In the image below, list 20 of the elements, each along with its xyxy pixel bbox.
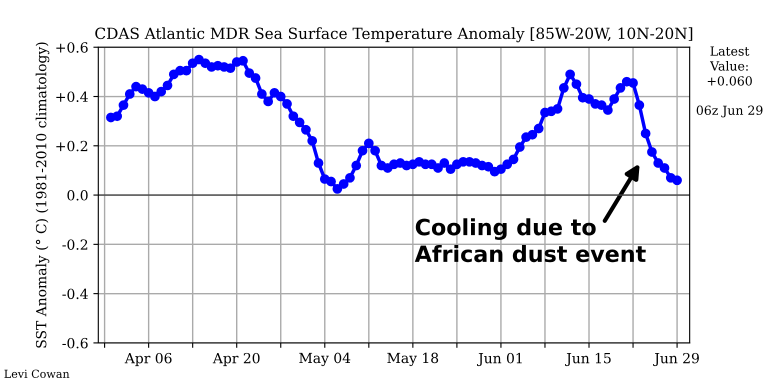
text: 06z Jun 29 (696, 106, 762, 118)
y-tick-label: +0.2 (56, 140, 88, 152)
x-tick-label: Jun 29 (653, 352, 699, 366)
y-tick-label: 0.0 (67, 190, 88, 201)
text: Latest Value: +0.060 (708, 46, 752, 86)
x-tick-label: Apr 06 (124, 352, 172, 366)
chart-title: CDAS Atlantic MDR Sea Surface Temperature Anomaly [85W-20W, 10N-20N] (95, 27, 692, 42)
text: Levi Cowan (4, 370, 70, 378)
x-tick-label: Jun 01 (476, 352, 522, 366)
y-tick-label: -0.2 (62, 239, 88, 250)
y-axis-title: SST Anomaly (° C) (1981-2010 climatology) (36, 42, 50, 348)
annotation: Cooling due to African dust event (414, 218, 646, 262)
x-tick-label: May 04 (299, 352, 350, 366)
y-tick-label: +0.4 (56, 91, 88, 102)
x-tick-label: Apr 20 (212, 352, 260, 366)
y-tick-label: +0.6 (56, 42, 88, 53)
x-tick-label: May 18 (387, 352, 438, 366)
y-tick-label: -0.4 (62, 288, 88, 300)
x-tick-label: Jun 15 (565, 352, 611, 366)
y-tick-label: -0.6 (62, 338, 88, 348)
